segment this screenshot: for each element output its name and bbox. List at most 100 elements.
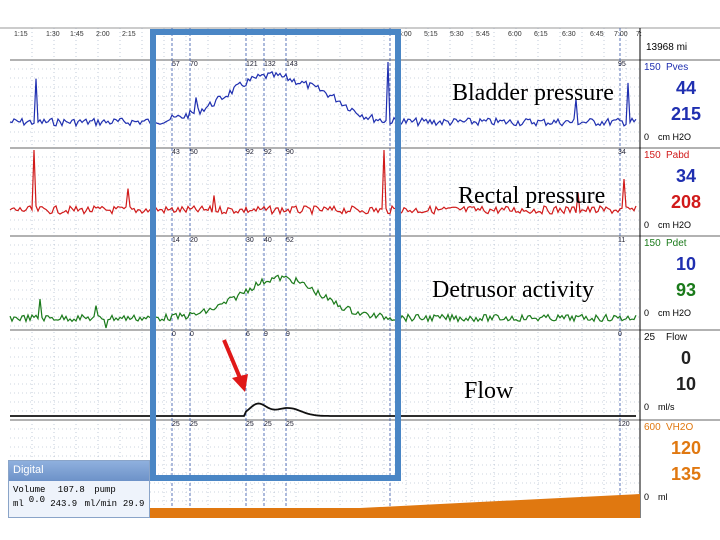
- time-tick-label: 5:45: [476, 31, 490, 38]
- channel-name: Pabd: [666, 150, 689, 161]
- time-tick-label: 6:15: [534, 31, 548, 38]
- unit: cm H2O: [658, 132, 691, 142]
- time-tick-label: 6:30: [562, 31, 576, 38]
- trace-line: [9, 61, 637, 128]
- digital-row-volume: Volume 107.8 pump 0.0: [13, 485, 149, 505]
- time-tick-label: 7:: [636, 31, 642, 38]
- scale-min: 0: [644, 220, 649, 230]
- value-bottom: 208: [671, 192, 701, 212]
- scale-max: 25: [644, 332, 656, 343]
- volume-label: Volume: [13, 485, 46, 495]
- time-tick-label: 1:30: [46, 31, 60, 38]
- marker-value: 57: [172, 61, 180, 68]
- value-bottom: 10: [676, 374, 696, 394]
- time-tick-label: 1:45: [70, 31, 84, 38]
- marker-value: 92: [264, 149, 272, 156]
- readout-pabd: 150 Pabd 34 208 0 cm H2O: [644, 150, 701, 230]
- annotation-rectal-pressure: Rectal pressure: [458, 183, 605, 209]
- time-tick-label: 6:45: [590, 31, 604, 38]
- marker-value: 120: [618, 421, 630, 428]
- time-tick-label: 5:00: [398, 31, 412, 38]
- pump-value: 0.0: [28, 495, 45, 505]
- trace-line: [9, 274, 637, 329]
- time-tick-label: 6:00: [508, 31, 522, 38]
- readout-vh2o: 600 VH2O 120 135 0 ml: [644, 422, 701, 502]
- marker-value: 121: [246, 61, 258, 68]
- scale-max: 150: [644, 62, 661, 73]
- marker-value: 52: [286, 237, 294, 244]
- readout-pves: 150 Pves 44 215 0 cm H2O: [644, 62, 701, 142]
- marker-value: 70: [190, 61, 198, 68]
- unit: cm H2O: [658, 220, 691, 230]
- value-bottom: 93: [676, 280, 696, 300]
- marker-value: 9: [286, 331, 290, 338]
- time-tick-label: 1:15: [14, 31, 28, 38]
- marker-value: 0: [190, 331, 194, 338]
- marker-value: 132: [264, 61, 276, 68]
- rate-unit: ml/min: [84, 499, 118, 509]
- annotation-detrusor-activity: Detrusor activity: [432, 277, 594, 303]
- unit: ml/s: [658, 402, 675, 412]
- time-tick-label: 2:00: [96, 31, 110, 38]
- marker-value: 25: [246, 421, 254, 428]
- marker-value: 11: [618, 237, 625, 244]
- volume-value: 107.8: [57, 485, 85, 495]
- scale-min: 0: [644, 308, 649, 318]
- trace-line: [9, 149, 637, 217]
- annotation-bladder-pressure: Bladder pressure: [452, 80, 614, 106]
- pump-label: pump: [94, 485, 116, 495]
- time-tick-label: 5:30: [450, 31, 464, 38]
- marker-value: 30: [246, 237, 254, 244]
- scale-min: 0: [644, 132, 649, 142]
- digital-panel: Digital Volume 107.8 pump 0.0 ml 243.9 m…: [8, 460, 150, 518]
- marker-value: 25: [264, 421, 272, 428]
- rate-value: 243.9: [50, 499, 78, 509]
- value-bottom: 215: [671, 104, 701, 124]
- scale-max: 600: [644, 422, 661, 433]
- marker-value: 20: [190, 237, 198, 244]
- channel-name: Pdet: [666, 238, 687, 249]
- time-tick-label: 2:15: [122, 31, 136, 38]
- value-bottom: 135: [671, 464, 701, 484]
- value-top: 34: [676, 166, 696, 186]
- scale-max: 150: [644, 150, 661, 161]
- marker-value: 34: [618, 149, 626, 156]
- unit: cm H2O: [658, 308, 691, 318]
- value-top: 10: [676, 254, 696, 274]
- marker-value: 9: [264, 331, 268, 338]
- marker-value: 95: [618, 61, 626, 68]
- readout-pdet: 150 Pdet 10 93 0 cm H2O: [644, 238, 696, 318]
- marker-value: 25: [190, 421, 198, 428]
- scale-min: 0: [644, 492, 649, 502]
- scale-max: 150: [644, 238, 661, 249]
- marker-value: 14: [172, 237, 180, 244]
- value-top: 120: [671, 438, 701, 458]
- scale-min: 0: [644, 402, 649, 412]
- marker-value: 25: [172, 421, 180, 428]
- rate-right: 29.9: [122, 499, 145, 509]
- marker-value: 90: [286, 149, 294, 156]
- channel-name: VH2O: [666, 422, 693, 433]
- volume-fill: [10, 494, 640, 518]
- marker-value: 0: [172, 331, 176, 338]
- readout-flow: 25 Flow 0 10 0 ml/s: [644, 332, 696, 412]
- total-time-label: 13968 mi: [646, 42, 687, 53]
- marker-value: 43: [172, 149, 180, 156]
- highlight-box: [150, 29, 401, 481]
- unit: ml: [658, 492, 668, 502]
- digital-title: Digital: [9, 461, 149, 481]
- red-arrow: [222, 339, 248, 392]
- time-tick-label: 7:00: [614, 31, 628, 38]
- digital-row-rate: ml 243.9 ml/min 29.9: [13, 499, 144, 509]
- channel-name: Pves: [666, 62, 688, 73]
- value-top: 44: [676, 78, 696, 98]
- value-top: 0: [681, 348, 691, 368]
- marker-value: 50: [190, 149, 198, 156]
- marker-value: 6: [246, 331, 250, 338]
- channel-name: Flow: [666, 332, 688, 343]
- unit-left: ml: [13, 499, 24, 509]
- marker-value: 92: [246, 149, 254, 156]
